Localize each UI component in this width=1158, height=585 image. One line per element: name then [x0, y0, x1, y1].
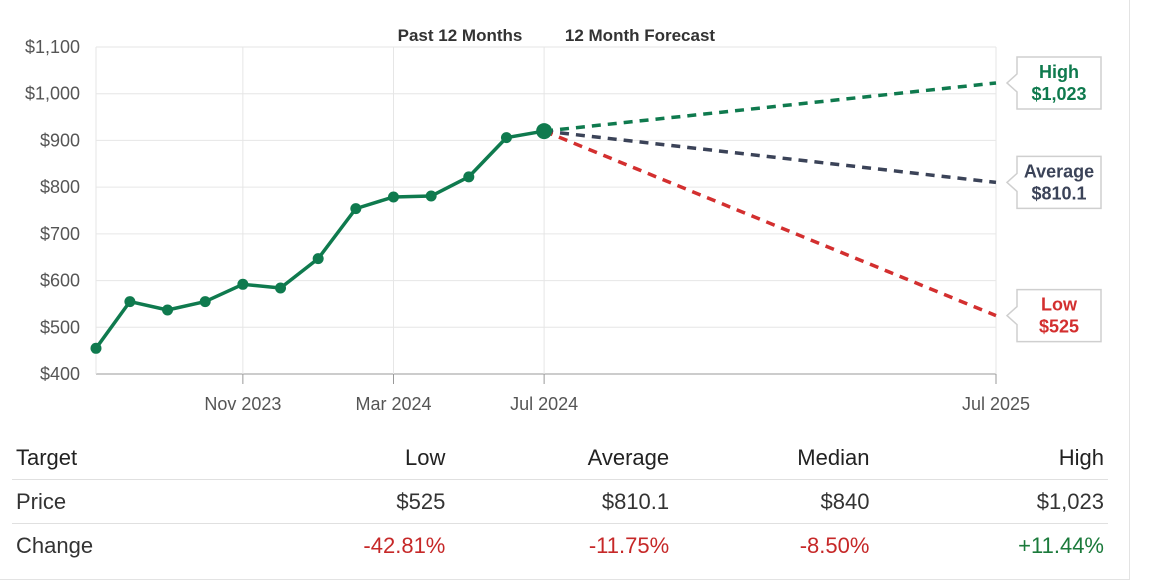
price-point — [536, 123, 553, 140]
y-tick-label: $500 — [40, 317, 80, 337]
change-median: -8.50% — [799, 532, 870, 558]
price-median: $840 — [673, 479, 874, 524]
forecast-label-high: High$1,023 — [1005, 56, 1102, 110]
forecast-label-low: Low$525 — [1005, 288, 1102, 343]
label-name: Low — [1041, 295, 1078, 315]
y-tick-label: $600 — [40, 271, 80, 291]
forecast-lines — [543, 81, 997, 318]
price-line — [94, 129, 545, 350]
table-header-row: Target Low Average Median High — [12, 436, 1108, 480]
y-axis: $400 $500 $600 $700 $800 $900 $1,000 $1,100 — [25, 37, 80, 384]
price-series — [90, 123, 553, 354]
row-label: Change — [16, 532, 94, 558]
price-point — [312, 253, 324, 265]
grid-lines — [95, 46, 997, 375]
price-target-chart: $400 $500 $600 $700 $800 $900 $1,000 $1,100 Nov… — [25, 26, 1102, 414]
price-point — [425, 190, 437, 202]
label-box — [1005, 56, 1102, 110]
forecast-header: 12 Month Forecast — [565, 26, 716, 45]
x-tick-label: Mar 2024 — [355, 394, 431, 414]
y-tick-label: $1,000 — [25, 84, 80, 104]
label-box — [1005, 155, 1102, 210]
table-row-change: Change -42.81% -11.75% -8.50% +11.44% — [12, 524, 1108, 568]
forecast-label-average: Average$810.1 — [1005, 155, 1102, 210]
label-name: High — [1039, 62, 1079, 82]
label-value: $1,023 — [1031, 84, 1086, 104]
price-point — [387, 191, 399, 203]
forecast-line-high — [543, 81, 997, 133]
header-low: Low — [224, 436, 450, 480]
price-point — [162, 304, 174, 316]
forecast-labels: High$1,023 Average$810.1 Low$525 — [1005, 56, 1102, 343]
header-average: Average — [449, 436, 674, 480]
price-point — [350, 203, 362, 215]
x-tick-label: Nov 2023 — [204, 394, 281, 414]
forecast-line-average — [543, 129, 997, 185]
price-point — [90, 342, 102, 354]
row-label: Price — [12, 479, 225, 524]
price-high: $1,023 — [873, 479, 1108, 524]
price-target-table: Target Low Average Median High Price $52… — [12, 436, 1108, 567]
header-high: High — [873, 436, 1108, 480]
y-tick-label: $800 — [40, 177, 80, 197]
x-tick-label: Jul 2024 — [510, 394, 578, 414]
chart-card — [0, 0, 1130, 580]
price-point — [237, 278, 249, 290]
price-point — [124, 296, 136, 308]
forecast-line-low — [543, 129, 997, 318]
price-point — [199, 296, 211, 308]
past-12-months-header: Past 12 Months — [398, 26, 523, 45]
y-tick-label: $400 — [40, 364, 80, 384]
price-point — [275, 282, 287, 294]
price-point — [500, 132, 512, 144]
label-value: $525 — [1039, 317, 1079, 337]
table-row-price: Price $525 $810.1 $840 $1,023 — [12, 479, 1108, 524]
y-tick-label: $900 — [40, 130, 80, 150]
label-value: $810.1 — [1031, 183, 1086, 203]
header-median: Median — [673, 436, 874, 480]
change-high: +11.44% — [1018, 532, 1104, 558]
change-low: -42.81% — [363, 532, 446, 558]
label-box — [1005, 288, 1102, 343]
price-low: $525 — [224, 479, 450, 524]
price-point — [463, 171, 475, 183]
price-average: $810.1 — [449, 479, 674, 524]
change-average: -11.75% — [588, 532, 670, 558]
y-tick-label: $1,100 — [25, 37, 80, 57]
x-axis: Nov 2023 Mar 2024 Jul 2024 Jul 2025 — [204, 374, 1030, 414]
x-tick-label: Jul 2025 — [962, 394, 1030, 414]
label-name: Average — [1024, 161, 1094, 181]
y-tick-label: $700 — [40, 224, 80, 244]
header-target: Target — [12, 436, 225, 480]
